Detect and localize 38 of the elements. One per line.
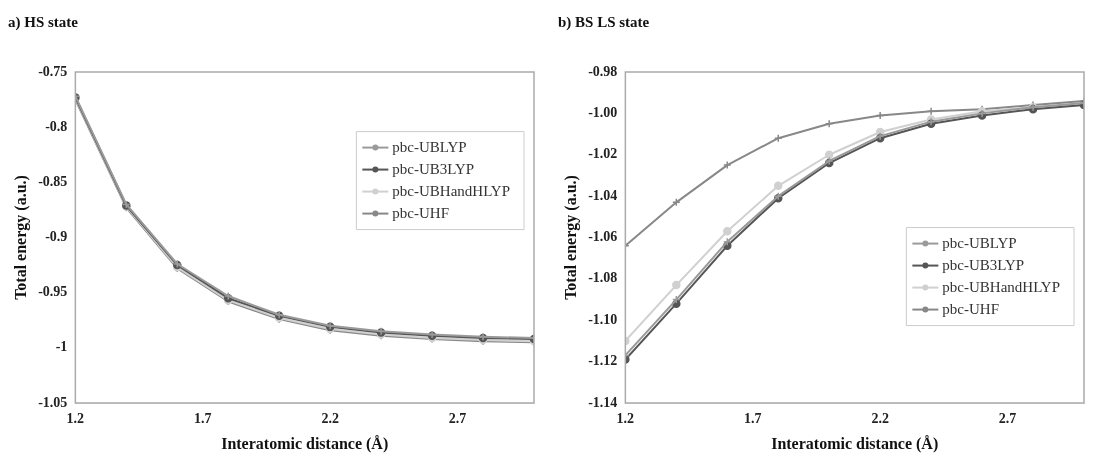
legend-label: pbc-UHF [942,300,1000,317]
y-tick-label: -0.75 [38,63,68,79]
y-tick-label: -1.12 [588,353,618,369]
legend-label: pbc-UBLYP [942,234,1017,251]
y-tick-label: -1.06 [588,229,618,245]
y-tick-label: -0.85 [38,173,68,189]
x-tick-label: 2.2 [871,411,889,427]
chart-title: b) BS LS state [558,13,650,31]
y-axis-title: Total energy (a.u.) [11,175,30,300]
x-tick-label: 1.2 [66,411,85,427]
x-tick-label: 1.2 [616,411,635,427]
legend-label: pbc-UB3LYP [392,160,475,177]
x-tick-label: 2.7 [998,411,1017,427]
x-tick-label: 2.7 [448,411,467,427]
legend-label: pbc-UBHandHLYP [392,182,511,199]
y-tick-label: -1.14 [588,394,618,410]
y-tick-label: -0.95 [38,284,68,300]
y-tick-label: -0.9 [45,229,68,245]
chart-title: a) HS state [8,13,79,31]
y-tick-label: -1.08 [588,270,618,286]
legend-label: pbc-UBHandHLYP [942,278,1061,295]
y-axis-title: Total energy (a.u.) [561,175,580,300]
x-tick-label: 1.7 [194,411,212,427]
y-tick-label: -1.05 [38,394,68,410]
y-tick-label: -0.8 [45,118,68,134]
x-tick-label: 1.7 [744,411,762,427]
y-tick-label: -1.02 [588,146,618,162]
x-tick-label: 2.2 [321,411,339,427]
y-tick-label: -1.00 [588,104,618,120]
y-tick-label: -0.98 [588,63,618,79]
y-tick-label: -1.10 [588,311,618,327]
legend-label: pbc-UBLYP [392,138,467,155]
legend-label: pbc-UB3LYP [942,256,1025,273]
y-tick-label: -1 [55,339,68,355]
x-axis-title: Interatomic distance (Å) [221,434,389,453]
legend-label: pbc-UHF [392,204,450,221]
x-axis-title: Interatomic distance (Å) [771,434,939,453]
y-tick-label: -1.04 [588,187,618,203]
